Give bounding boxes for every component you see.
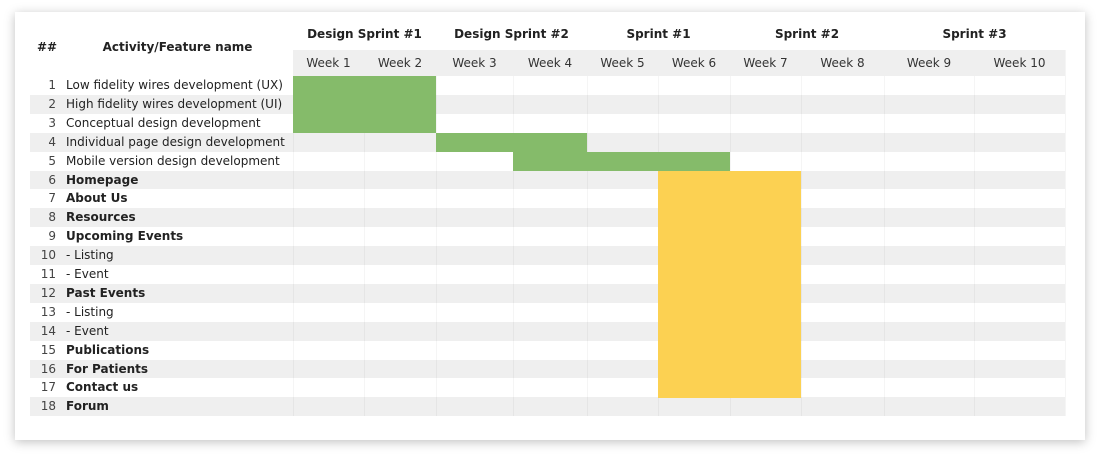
gantt-bar xyxy=(513,151,730,171)
activity-name: - Event xyxy=(66,267,109,281)
row-number: 18 xyxy=(40,399,56,414)
week-header: Week 4 xyxy=(527,56,573,70)
activity-name: High fidelity wires development (UI) xyxy=(66,96,283,111)
gantt-bar xyxy=(293,76,436,96)
gantt-bar xyxy=(658,302,801,323)
activity-header: Activity/Feature name xyxy=(102,40,253,54)
row-number: 1 xyxy=(48,78,56,92)
gantt-bar xyxy=(658,378,801,398)
gantt-bar xyxy=(658,340,801,360)
week-header: Week 8 xyxy=(820,56,865,70)
activity-name: Low fidelity wires development (UX) xyxy=(66,78,283,92)
week-header: Week 2 xyxy=(377,56,423,70)
row-number: 3 xyxy=(48,115,56,130)
row-shade xyxy=(30,94,1065,114)
row-number: 8 xyxy=(48,210,56,225)
gantt-bar xyxy=(658,359,801,379)
activity-name: Individual page design development xyxy=(66,134,285,149)
activity-name: For Patients xyxy=(66,361,149,376)
number-header: ## xyxy=(36,40,58,54)
activity-name: Past Events xyxy=(66,285,146,300)
column-line xyxy=(1065,50,1066,417)
row-number: 13 xyxy=(40,304,56,319)
row-number: 16 xyxy=(40,361,56,376)
activity-name: Mobile version design development xyxy=(66,153,280,168)
column-line xyxy=(513,50,514,417)
week-header: Week 5 xyxy=(600,56,645,70)
row-number: 2 xyxy=(48,96,56,111)
gantt-bar xyxy=(658,321,801,342)
row-number: 7 xyxy=(48,191,56,206)
activity-name: Upcoming Events xyxy=(66,229,184,244)
row-shade xyxy=(30,170,1065,190)
sprint-header: Sprint #2 xyxy=(774,27,840,41)
week-header-bg xyxy=(293,50,1065,76)
row-number: 4 xyxy=(48,134,56,149)
sprint-header: Sprint #3 xyxy=(942,27,1007,41)
column-line xyxy=(587,50,588,417)
row-number: 14 xyxy=(40,323,56,338)
sprint-header: Design Sprint #1 xyxy=(307,27,422,41)
row-shade xyxy=(30,246,1065,265)
column-line xyxy=(436,50,437,417)
gantt-bar xyxy=(436,132,587,153)
row-number: 17 xyxy=(40,380,56,395)
column-line xyxy=(801,50,802,417)
row-shade xyxy=(30,321,1065,341)
activity-name: About Us xyxy=(66,191,128,206)
activity-name: Forum xyxy=(66,399,109,414)
sprint-header: Sprint #1 xyxy=(626,27,691,41)
row-number: 6 xyxy=(48,172,56,187)
activity-name: - Listing xyxy=(66,248,114,263)
gantt-bar xyxy=(658,227,801,247)
activity-name: Publications xyxy=(66,342,150,357)
gantt-bar xyxy=(658,208,801,228)
week-header: Week 6 xyxy=(671,56,717,70)
gantt-bar xyxy=(658,170,801,190)
gantt-card: ## Activity/Feature name Design Sprint #1 D… xyxy=(15,12,1085,440)
week-header: Week 10 xyxy=(993,56,1046,70)
activity-name: Conceptual design development xyxy=(66,115,261,130)
column-line xyxy=(974,50,975,417)
row-number: 9 xyxy=(48,229,56,244)
week-header: Week 7 xyxy=(743,56,788,70)
week-header: Week 3 xyxy=(452,56,497,70)
activity-name: Contact us xyxy=(66,380,139,395)
row-number: 10 xyxy=(40,248,56,263)
activity-name: Homepage xyxy=(66,172,139,187)
gantt-bar xyxy=(658,265,801,285)
column-line xyxy=(293,50,294,417)
activity-name: - Listing xyxy=(66,304,114,319)
activity-name: Resources xyxy=(66,210,136,225)
row-shade xyxy=(30,283,1065,303)
week-header: Week 9 xyxy=(906,56,952,70)
gantt-bar xyxy=(293,94,436,115)
week-header: Week 1 xyxy=(306,56,351,70)
gantt-bar xyxy=(658,246,801,266)
gantt-bar xyxy=(293,113,436,134)
row-number: 11 xyxy=(40,267,56,281)
row-shade xyxy=(30,208,1065,228)
sprint-header: Design Sprint #2 xyxy=(454,27,569,41)
column-line xyxy=(884,50,885,417)
activity-name: - Event xyxy=(66,323,109,338)
row-number: 5 xyxy=(48,153,56,168)
row-shade xyxy=(30,397,1065,417)
gantt-bar xyxy=(658,189,801,209)
gantt-bar xyxy=(658,283,801,304)
row-number: 15 xyxy=(40,342,56,357)
row-shade xyxy=(30,359,1065,379)
column-line xyxy=(364,50,365,417)
row-number: 12 xyxy=(40,285,56,300)
